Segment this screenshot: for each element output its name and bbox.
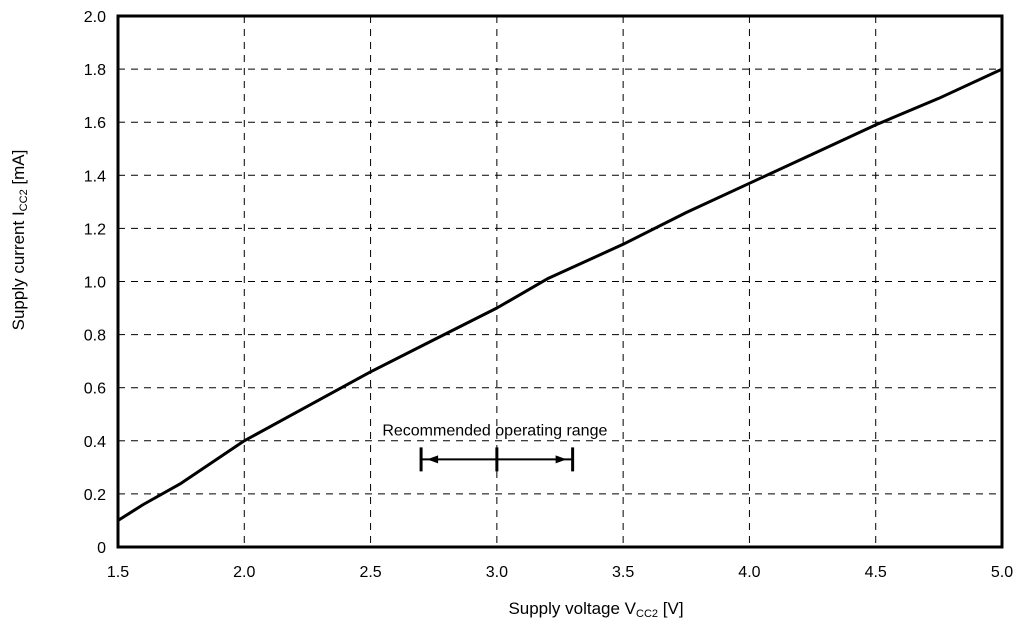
plot-frame [116,14,1004,549]
series-line [117,67,1003,522]
left-arrowhead [427,455,439,464]
y-tick-label: 1.2 [84,221,106,238]
series-layer [117,67,1003,522]
x-tick-label: 4.0 [738,564,760,581]
operating-range-marker: Recommended operating range [382,422,607,472]
y-tick-label: 2.0 [84,9,106,26]
x-tick-labels: 1.5 2.0 2.5 3.0 3.5 4.0 4.5 5.0 [107,564,1013,581]
y-tick-label: 0.8 [84,328,106,345]
x-tick-label: 1.5 [107,564,129,581]
x-tick-label: 2.0 [233,564,255,581]
y-tick-labels: 0 0.2 0.4 0.6 0.8 1.0 1.2 1.4 1.6 1.8 2.0 [84,9,106,557]
y-axis-label: Supply current ICC2 [mA] [9,150,30,331]
x-tick-label: 3.5 [612,564,634,581]
x-tick-label: 4.5 [865,564,887,581]
grid-lines [118,16,1002,547]
y-tick-label: 0 [97,540,106,557]
annotation-layer: Recommended operating range [382,422,607,472]
right-arrowhead [555,455,567,464]
x-tick-label: 2.5 [359,564,381,581]
y-tick-label: 0.4 [84,434,106,451]
operating-range-label: Recommended operating range [382,422,607,439]
x-tick-label: 5.0 [991,564,1013,581]
y-tick-label: 1.4 [84,168,106,185]
x-tick-label: 3.0 [486,564,508,581]
y-tick-label: 0.2 [84,487,106,504]
x-axis-label-subscript: CC2 [636,608,658,620]
y-tick-label: 1.0 [84,275,106,292]
y-axis-label-subscript: CC2 [18,189,30,211]
x-axis-label: Supply voltage VCC2 [V] [508,599,683,620]
y-tick-label: 1.6 [84,115,106,132]
y-tick-label: 0.6 [84,381,106,398]
y-tick-label: 1.8 [84,62,106,79]
